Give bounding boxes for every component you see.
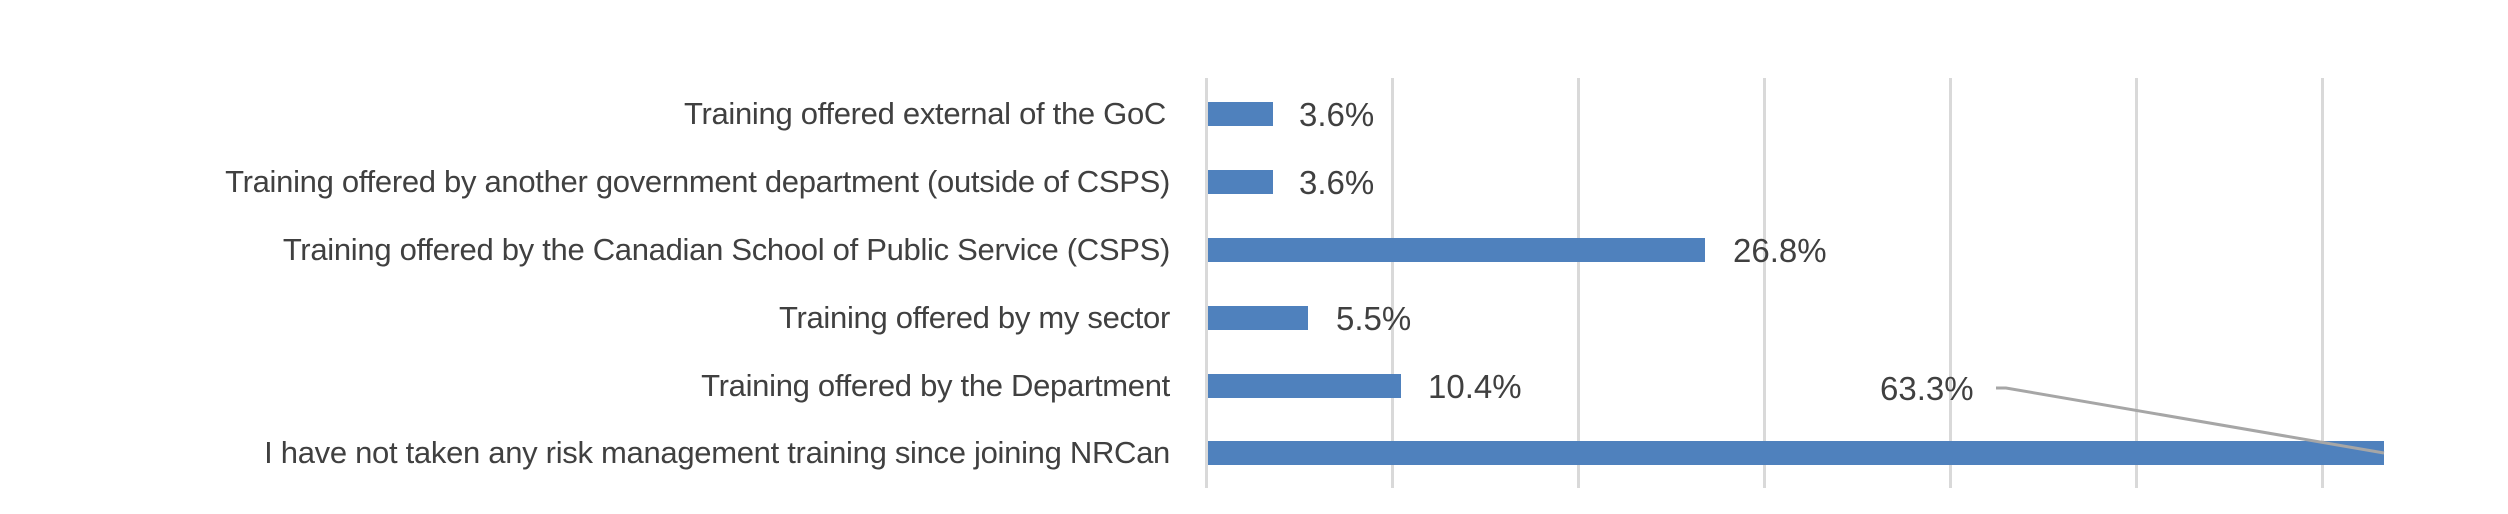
bar	[1208, 441, 2384, 465]
bar	[1208, 306, 1308, 330]
data-label: 3.6%	[1299, 96, 1375, 133]
category-label: I have not taken any risk management tra…	[264, 435, 1170, 470]
category-label: Training offered by the Department	[701, 368, 1170, 403]
gridline-40	[1949, 78, 1952, 488]
category-label: Training offered by my sector	[778, 300, 1170, 335]
data-label: 5.5%	[1336, 300, 1412, 337]
bar	[1208, 238, 1705, 262]
category-label: Training offered by another government d…	[225, 164, 1170, 199]
gridline-30	[1763, 78, 1766, 488]
gridline-50	[2135, 78, 2138, 488]
bar	[1208, 170, 1273, 194]
bar	[1208, 102, 1273, 126]
data-label: 63.3%	[1880, 370, 1974, 407]
data-label: 26.8%	[1733, 232, 1827, 269]
category-axis-line	[1205, 78, 1208, 488]
data-label: 10.4%	[1428, 368, 1522, 405]
category-label: Training offered by the Canadian School …	[282, 232, 1170, 267]
gridline-20	[1577, 78, 1580, 488]
gridline-10	[1391, 78, 1394, 488]
data-label: 3.6%	[1299, 164, 1375, 201]
gridline-60	[2321, 78, 2324, 488]
bar	[1208, 374, 1401, 398]
category-label: Training offered external of the GoC	[683, 96, 1166, 131]
